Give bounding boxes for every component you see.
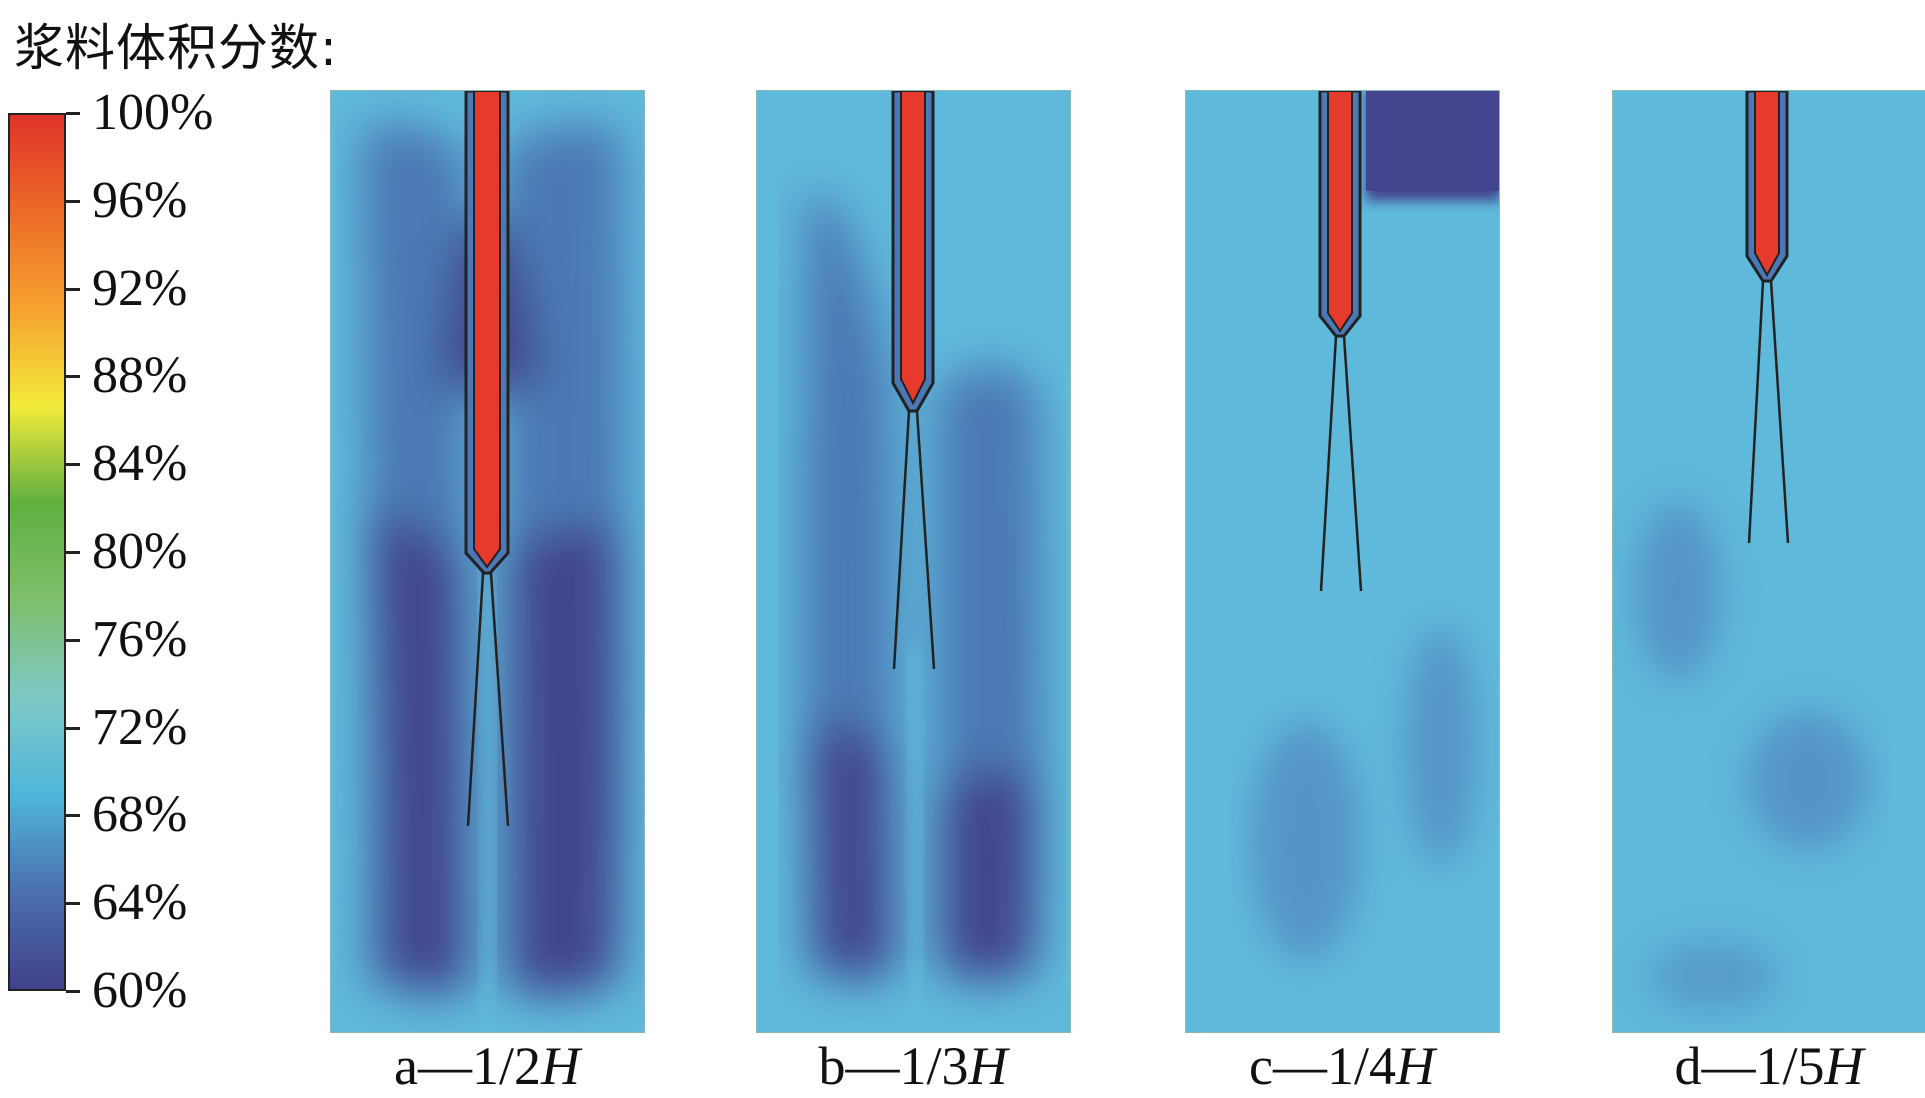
colorbar-tick (66, 112, 80, 115)
colorbar-tick-label: 96% (92, 171, 188, 229)
panel-c (1185, 90, 1500, 1033)
jet-boundary-right (1769, 280, 1790, 544)
colorbar-tick (66, 814, 80, 818)
jet-boundary-right (915, 410, 936, 670)
colorbar-tick (66, 726, 80, 730)
jet-boundary-left (892, 410, 911, 670)
vortex-upper-left (1636, 501, 1720, 681)
caption-d: d—1/5H (1674, 1036, 1864, 1096)
colorbar (8, 113, 66, 991)
colorbar-tick (66, 638, 80, 642)
colorbar-tick-label: 100% (92, 84, 214, 141)
colorbar-tick-label: 72% (92, 698, 188, 756)
nozzle-core (1327, 91, 1353, 333)
panel-d (1612, 90, 1925, 1033)
colorbar-tick-label: 80% (92, 523, 188, 580)
vortex-left (1251, 721, 1361, 961)
colorbar-tick (66, 902, 80, 906)
jet-boundary-left (1319, 335, 1338, 592)
colorbar-tick (66, 287, 80, 291)
vortex-bottom (1648, 941, 1778, 1011)
jet-boundary-left (1747, 280, 1765, 544)
jet-boundary-left (466, 572, 485, 827)
vortex-left (371, 511, 466, 989)
colorbar-tick-label: 76% (92, 610, 188, 668)
colorbar-tick (66, 199, 80, 203)
nozzle-core (473, 91, 501, 569)
colorbar-tick (66, 375, 80, 379)
colorbar-tick-label: 88% (92, 347, 188, 405)
upper-right-region (1366, 91, 1499, 191)
vortex-right (511, 524, 618, 993)
colorbar-tick (66, 551, 80, 554)
colorbar-tick-label: 68% (92, 786, 188, 844)
colorbar-tick (66, 463, 80, 467)
jet-stream (907, 651, 923, 1032)
colorbar-tick-label: 92% (92, 259, 188, 317)
caption-b: b—1/3H (818, 1036, 1008, 1096)
nozzle-core (1754, 91, 1780, 278)
vortex-middle (1748, 711, 1868, 851)
colorbar-tick-label: 60% (92, 962, 188, 1019)
nozzle-core (900, 91, 926, 406)
colorbar-tick (66, 990, 80, 993)
caption-c: c—1/4H (1249, 1036, 1435, 1096)
caption-a: a—1/2H (394, 1036, 580, 1096)
figure-title: 浆料体积分数: (14, 19, 338, 77)
jet-boundary-right (1342, 335, 1363, 592)
jet-stream (479, 571, 496, 1032)
jet-boundary-right (489, 572, 510, 827)
colorbar-tick-label: 84% (92, 435, 188, 493)
vortex-left (812, 724, 892, 974)
vortex-right (942, 768, 1034, 977)
panel-b (756, 90, 1071, 1033)
panel-a (330, 90, 645, 1033)
colorbar-tick-label: 64% (92, 874, 188, 932)
vortex-right (1406, 626, 1476, 866)
